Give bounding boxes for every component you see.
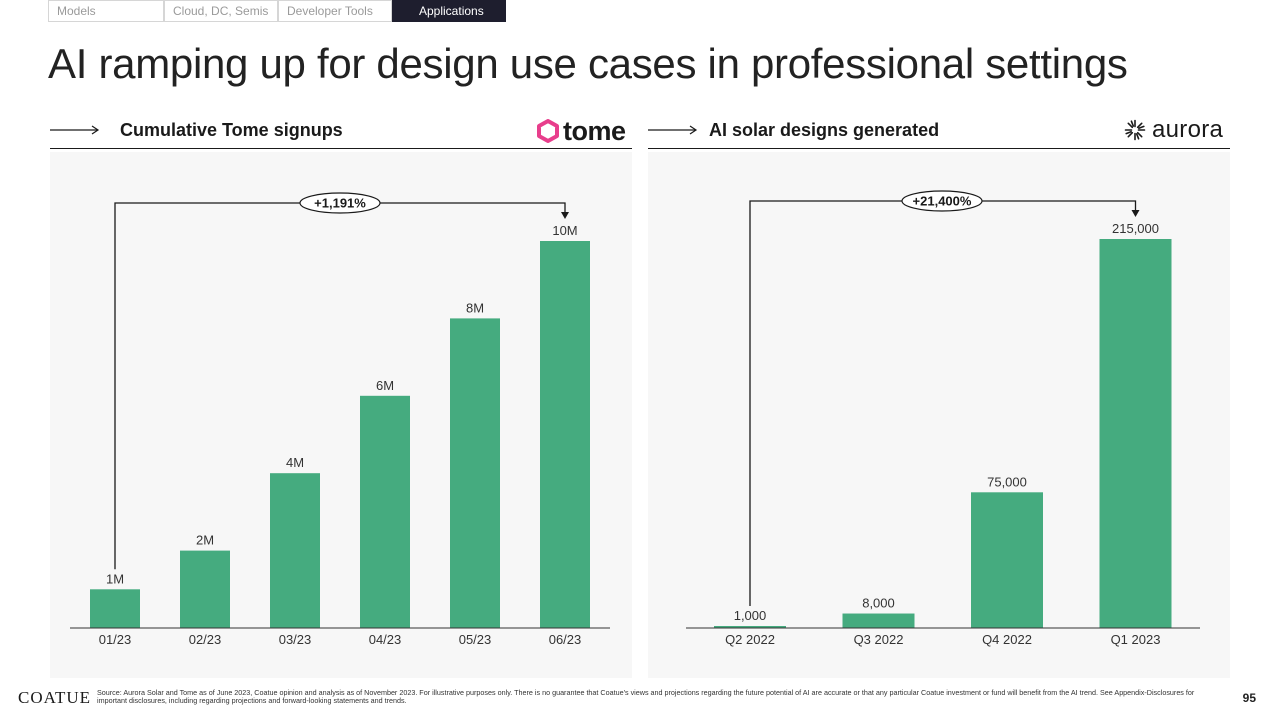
aurora-x-tick-label: Q2 2022 — [725, 632, 775, 647]
tome-x-tick-label: 05/23 — [459, 632, 492, 647]
tome-x-tick-label: 03/23 — [279, 632, 312, 647]
tome-value-label: 6M — [376, 378, 394, 393]
aurora-growth-bracket — [749, 200, 1137, 606]
aurora-chart-title: AI solar designs generated — [709, 120, 940, 140]
aurora-bar — [714, 626, 786, 628]
tome-value-label: 8M — [466, 300, 484, 315]
tome-x-tick-label: 04/23 — [369, 632, 402, 647]
aurora-sunburst-icon — [1124, 119, 1146, 141]
tome-chart-panel — [50, 152, 632, 678]
aurora-x-tick-label: Q4 2022 — [982, 632, 1032, 647]
tab-applications[interactable]: Applications — [392, 0, 506, 22]
tome-bar — [450, 318, 500, 628]
tome-x-tick-label: 02/23 — [189, 632, 222, 647]
arrow-right-icon — [648, 125, 698, 135]
tome-logo: tome — [536, 114, 626, 148]
tome-value-label: 2M — [196, 533, 214, 548]
tome-hexagon-icon — [537, 119, 559, 143]
tome-x-tick-label: 01/23 — [99, 632, 132, 647]
tome-growth-arrowhead — [561, 212, 569, 219]
tome-value-label: 4M — [286, 455, 304, 470]
tome-bar — [270, 473, 320, 628]
tome-growth-badge — [299, 192, 381, 214]
arrow-right-icon — [50, 125, 100, 135]
aurora-value-label: 215,000 — [1112, 221, 1159, 236]
tome-chart-title: Cumulative Tome signups — [120, 120, 343, 140]
tome-logo-text: tome — [563, 115, 626, 146]
tome-bar — [180, 550, 230, 628]
tome-bar — [90, 589, 140, 628]
tome-bar — [540, 241, 590, 628]
aurora-value-label: 8,000 — [862, 596, 895, 611]
tab-cloud-dc-semis[interactable]: Cloud, DC, Semis — [164, 0, 278, 22]
aurora-bar — [842, 613, 915, 628]
tome-growth-label: +1,191% — [314, 196, 366, 211]
tome-x-tick-label: 06/23 — [549, 632, 582, 647]
aurora-logo-text: aurora — [1152, 116, 1224, 143]
aurora-growth-arrowhead — [1131, 210, 1140, 217]
tome-panel-header: Cumulative Tome signups tome — [50, 114, 632, 149]
tab-developer-tools[interactable]: Developer Tools — [278, 0, 392, 22]
page-title: AI ramping up for design use cases in pr… — [48, 40, 1128, 87]
tome-value-label: 10M — [552, 223, 577, 238]
tome-bar — [360, 395, 410, 628]
aurora-bar — [1099, 239, 1172, 628]
page-number: 95 — [1242, 691, 1256, 705]
aurora-x-tick-label: Q1 2023 — [1111, 632, 1161, 647]
source-disclaimer: Source: Aurora Solar and Tome as of June… — [97, 688, 1195, 706]
tab-models[interactable]: Models — [48, 0, 164, 22]
aurora-value-label: 1,000 — [734, 608, 767, 623]
section-tabs: Models Cloud, DC, Semis Developer Tools … — [48, 0, 506, 22]
aurora-panel-header: AI solar designs generated aurora — [648, 114, 1230, 149]
aurora-value-label: 75,000 — [987, 474, 1027, 489]
aurora-bar — [971, 492, 1043, 628]
coatue-logo: COATUE — [18, 688, 92, 707]
aurora-growth-badge — [901, 190, 983, 212]
tome-value-label: 1M — [106, 571, 124, 586]
aurora-logo: aurora — [1124, 114, 1223, 146]
aurora-x-tick-label: Q3 2022 — [854, 632, 904, 647]
aurora-growth-label: +21,400% — [913, 194, 972, 209]
